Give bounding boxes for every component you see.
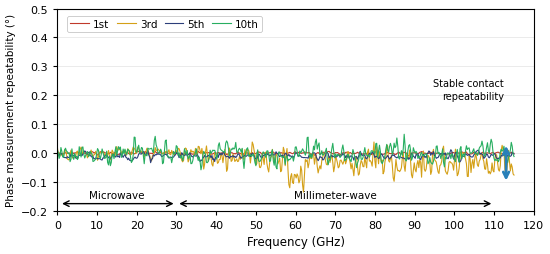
3rd: [274, 155, 280, 158]
10th: [401, 133, 408, 136]
3rd: [371, 141, 377, 144]
10th: [54, 148, 60, 151]
1st: [274, 153, 280, 156]
Legend: 1st, 3rd, 5th, 10th: 1st, 3rd, 5th, 10th: [67, 17, 262, 33]
10th: [511, 155, 518, 158]
1st: [502, 152, 508, 155]
3rd: [430, 148, 437, 151]
1st: [430, 151, 437, 154]
Text: Millimeter-wave: Millimeter-wave: [294, 190, 377, 200]
5th: [511, 153, 518, 156]
3rd: [327, 161, 333, 164]
3rd: [54, 145, 60, 148]
10th: [302, 154, 309, 157]
5th: [327, 156, 333, 159]
3rd: [271, 162, 278, 165]
3rd: [300, 191, 307, 194]
10th: [274, 156, 281, 159]
1st: [326, 150, 332, 153]
Line: 1st: 1st: [57, 151, 514, 156]
3rd: [302, 158, 309, 162]
3rd: [511, 174, 518, 177]
1st: [511, 152, 518, 155]
X-axis label: Frequency (GHz): Frequency (GHz): [246, 235, 344, 248]
Text: Stable contact
repeatability: Stable contact repeatability: [433, 79, 504, 101]
10th: [502, 154, 508, 157]
Line: 10th: 10th: [57, 135, 514, 170]
5th: [147, 162, 154, 165]
10th: [327, 159, 333, 162]
1st: [375, 150, 382, 153]
Line: 5th: 5th: [57, 150, 514, 163]
1st: [54, 151, 60, 154]
5th: [448, 149, 454, 152]
10th: [272, 155, 278, 158]
Y-axis label: Phase measurement repeatability (°): Phase measurement repeatability (°): [6, 14, 15, 207]
3rd: [502, 167, 508, 170]
5th: [274, 153, 281, 156]
10th: [197, 169, 204, 172]
10th: [430, 160, 437, 163]
5th: [54, 154, 60, 157]
Text: Microwave: Microwave: [89, 190, 145, 200]
5th: [502, 154, 508, 157]
1st: [301, 151, 307, 154]
1st: [271, 152, 278, 155]
5th: [302, 156, 309, 160]
5th: [272, 153, 278, 156]
5th: [429, 153, 436, 156]
1st: [405, 155, 412, 158]
Line: 3rd: 3rd: [57, 142, 514, 192]
